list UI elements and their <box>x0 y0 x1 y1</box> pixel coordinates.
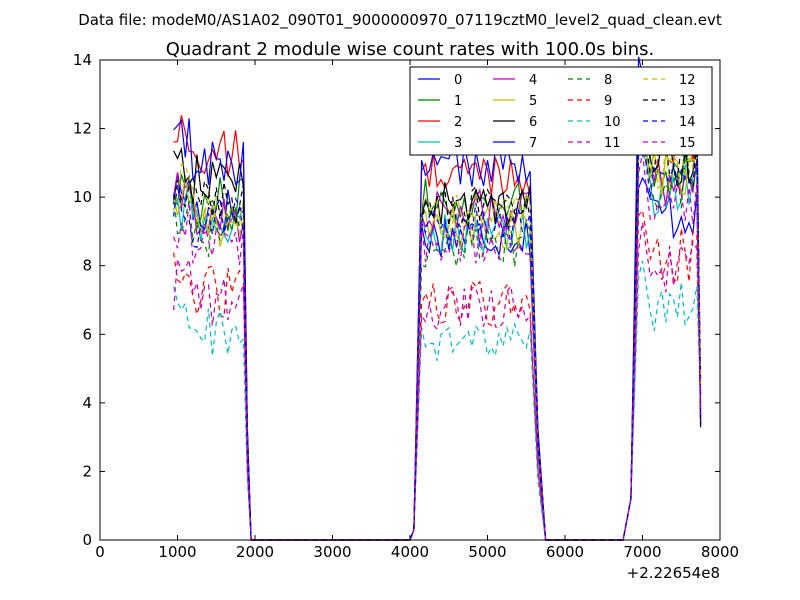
x-tick-label: 5000 <box>468 543 506 561</box>
series-line-4 <box>173 138 702 541</box>
legend-label-3: 3 <box>454 136 462 151</box>
series-line-8 <box>173 130 702 541</box>
legend-label-6: 6 <box>529 115 537 130</box>
legend-label-12: 12 <box>679 73 696 88</box>
legend-label-4: 4 <box>529 73 537 88</box>
x-tick-label: 4000 <box>391 543 429 561</box>
legend-box <box>409 66 713 156</box>
x-tick-label: 0 <box>95 543 105 561</box>
legend-label-7: 7 <box>529 136 537 151</box>
legend-label-11: 11 <box>604 136 621 151</box>
x-tick-label: 7000 <box>623 543 661 561</box>
legend-label-0: 0 <box>454 73 462 88</box>
x-tick-label: 3000 <box>313 543 351 561</box>
y-tick-label: 2 <box>82 462 92 480</box>
legend-label-2: 2 <box>454 115 462 130</box>
y-tick-label: 10 <box>73 188 92 206</box>
legend-label-5: 5 <box>529 94 537 109</box>
series-line-13 <box>173 109 702 541</box>
series-line-1 <box>173 130 702 541</box>
y-tick-label: 4 <box>82 394 92 412</box>
legend-label-14: 14 <box>679 115 696 130</box>
legend-label-1: 1 <box>454 94 462 109</box>
x-tick-label: 6000 <box>546 543 584 561</box>
series-line-10 <box>173 260 702 541</box>
series-line-15 <box>173 153 702 541</box>
series-line-0 <box>173 172 702 541</box>
y-tick-label: 6 <box>82 325 92 343</box>
chart-title: Quadrant 2 module wise count rates with … <box>166 39 655 60</box>
y-tick-label: 12 <box>73 120 92 138</box>
x-offset-label: +2.22654e8 <box>627 564 720 582</box>
x-tick-label: 8000 <box>701 543 739 561</box>
series-line-9 <box>173 209 702 541</box>
x-tick-label: 2000 <box>236 543 274 561</box>
x-tick-label: 1000 <box>158 543 196 561</box>
x-axis: 0 1000 2000 3000 4000 5000 6000 7000 8000 <box>95 60 739 561</box>
legend-label-13: 13 <box>679 94 696 109</box>
y-tick-label: 8 <box>82 257 92 275</box>
legend-label-9: 9 <box>604 94 612 109</box>
legend-label-15: 15 <box>679 136 696 151</box>
y-tick-label: 14 <box>73 51 92 69</box>
legend-label-10: 10 <box>604 115 621 130</box>
y-tick-label: 0 <box>82 531 92 549</box>
series-line-14 <box>173 131 702 541</box>
series-layer <box>173 56 702 541</box>
legend-label-8: 8 <box>604 73 612 88</box>
chart-suptitle: Data file: modeM0/AS1A02_090T01_90000009… <box>78 11 722 30</box>
series-line-11 <box>173 222 702 541</box>
